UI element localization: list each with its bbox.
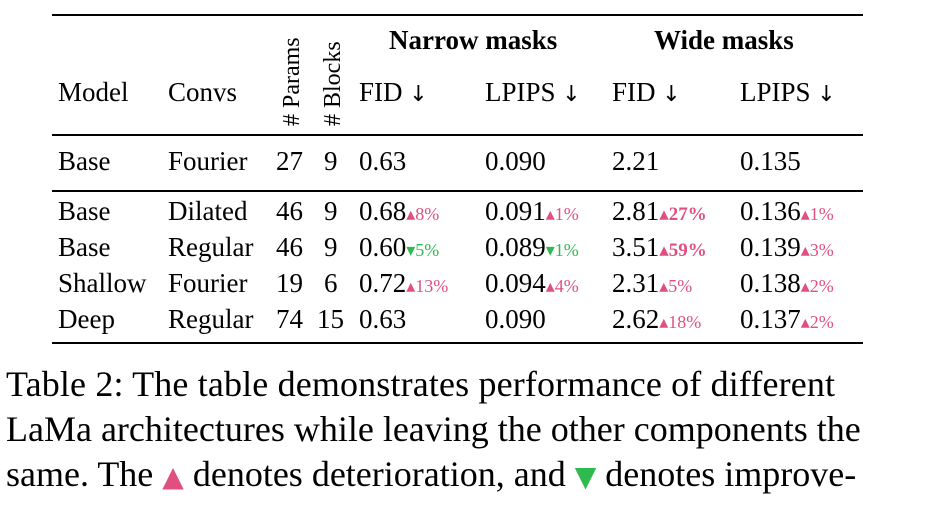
baseline-convs: Fourier (168, 146, 248, 176)
baseline-wide-fid: 2.21 (612, 146, 660, 176)
deterioration-badge: ▴3% (800, 240, 834, 260)
row-narrow-fid: 0.72▴13% (359, 268, 449, 298)
down-arrow-icon: ↓ (562, 82, 581, 107)
deterioration-badge: ▴4% (545, 276, 579, 296)
deterioration-badge: ▴13% (406, 276, 449, 296)
col-header-model: Model (58, 77, 129, 107)
row-wide-fid: 2.81▴27% (612, 196, 707, 226)
bottom-rule (52, 342, 863, 344)
deterioration-badge: ▴2% (800, 276, 834, 296)
col-header-blocks: # Blocks (320, 41, 346, 126)
caption-line-2: LaMa architectures while leaving the oth… (6, 409, 861, 449)
row-model: Base (58, 232, 111, 262)
row-convs: Fourier (168, 268, 248, 298)
narrow-fid-label: FID (359, 77, 403, 107)
row-narrow-lpips: 0.091▴1% (485, 196, 579, 226)
row-wide-fid: 3.51▴59% (612, 232, 707, 262)
deterioration-badge: ▴8% (406, 204, 440, 224)
row-convs: Dilated (168, 196, 248, 226)
results-table: Narrow masks Wide masks Model Convs # Pa… (52, 0, 863, 345)
baseline-wide-lpips: 0.135 (740, 146, 801, 176)
row-blocks: 15 (317, 304, 344, 334)
wide-fid-label: FID (612, 77, 656, 107)
row-blocks: 6 (324, 268, 338, 298)
row-wide-lpips: 0.137▴2% (740, 304, 834, 334)
row-model: Deep (58, 304, 115, 334)
table-caption: Table 2: The table demonstrates performa… (6, 362, 920, 499)
row-blocks: 9 (324, 196, 338, 226)
top-rule (52, 14, 863, 16)
down-arrow-icon: ↓ (409, 82, 428, 107)
deterioration-badge: ▴59% (659, 240, 707, 261)
row-params: 46 (276, 196, 303, 226)
deterioration-badge: ▴1% (800, 204, 834, 224)
row-narrow-fid: 0.68▴8% (359, 196, 440, 226)
row-params: 19 (276, 268, 303, 298)
wide-lpips-label: LPIPS (740, 77, 811, 107)
baseline-model: Base (58, 146, 111, 176)
narrow-masks-header: Narrow masks (389, 25, 558, 55)
down-arrow-icon: ↓ (662, 82, 681, 107)
row-narrow-lpips: 0.089▾1% (485, 232, 579, 262)
row-wide-lpips: 0.139▴3% (740, 232, 834, 262)
row-wide-lpips: 0.138▴2% (740, 268, 834, 298)
col-header-narrow-lpips: LPIPS ↓ (485, 77, 581, 110)
row-model: Shallow (58, 268, 147, 298)
col-header-params: # Params (279, 37, 305, 126)
row-wide-lpips: 0.136▴1% (740, 196, 834, 226)
row-blocks: 9 (324, 232, 338, 262)
row-model: Base (58, 196, 111, 226)
deterioration-badge: ▴18% (659, 312, 702, 332)
row-narrow-fid: 0.60▾5% (359, 232, 440, 262)
deterioration-badge: ▴5% (659, 276, 693, 296)
row-narrow-lpips: 0.090 (485, 304, 546, 334)
triangle-down-icon: ▼ (574, 460, 597, 493)
baseline-params: 27 (276, 146, 303, 176)
col-header-narrow-fid: FID ↓ (359, 77, 428, 110)
row-narrow-lpips: 0.094▴4% (485, 268, 579, 298)
deterioration-badge: ▴1% (545, 204, 579, 224)
deterioration-badge: ▴2% (800, 312, 834, 332)
col-header-convs: Convs (168, 77, 238, 107)
row-params: 46 (276, 232, 303, 262)
col-header-wide-fid: FID ↓ (612, 77, 681, 110)
row-convs: Regular (168, 304, 254, 334)
row-narrow-fid: 0.63 (359, 304, 407, 334)
improvement-badge: ▾5% (406, 240, 440, 260)
baseline-blocks: 9 (324, 146, 338, 176)
narrow-lpips-label: LPIPS (485, 77, 556, 107)
col-header-wide-lpips: LPIPS ↓ (740, 77, 836, 110)
baseline-narrow-lpips: 0.090 (485, 146, 546, 176)
triangle-up-icon: ▲ (162, 460, 184, 493)
deterioration-badge: ▴27% (659, 204, 707, 225)
row-params: 74 (276, 304, 303, 334)
wide-masks-header: Wide masks (654, 25, 794, 55)
improvement-badge: ▾1% (545, 240, 579, 260)
row-wide-fid: 2.31▴5% (612, 268, 693, 298)
caption-line-3: same. The ▲ denotes deterioration, and ▼… (6, 454, 857, 494)
down-arrow-icon: ↓ (817, 82, 836, 107)
row-convs: Regular (168, 232, 254, 262)
baseline-rule (52, 190, 863, 192)
row-wide-fid: 2.62▴18% (612, 304, 702, 334)
baseline-narrow-fid: 0.63 (359, 146, 407, 176)
header-rule (52, 134, 863, 136)
caption-line-1: Table 2: The table demonstrates performa… (6, 364, 836, 404)
